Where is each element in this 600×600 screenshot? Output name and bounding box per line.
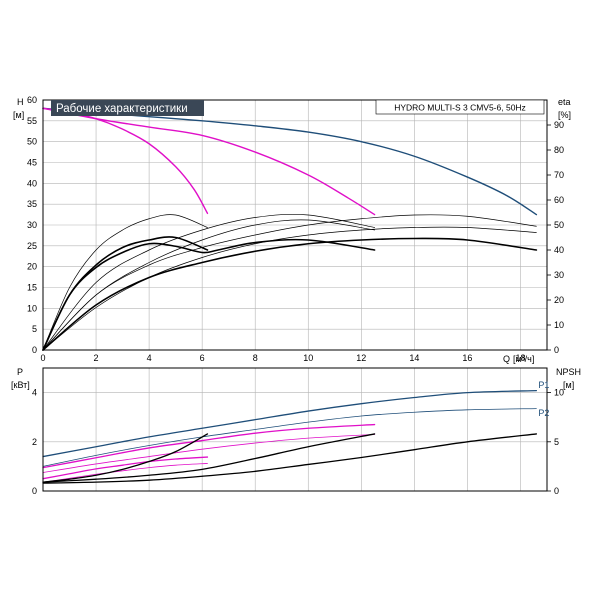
power-plot-frame (42, 367, 548, 492)
efficiency-curve (42, 214, 537, 351)
power-axis-unit: [кВт] (11, 380, 30, 390)
power-curve (42, 434, 375, 473)
power-tick-labels: 0 2 4 0 5 10 (32, 388, 564, 496)
head-axis-name: H (17, 97, 24, 107)
head-right-tick-label: 70 (554, 170, 564, 180)
head-curve (42, 107, 538, 216)
npsh-axis-name: NPSH (556, 367, 581, 377)
power-left-tick-label: 2 (32, 437, 37, 447)
head-left-tick-label: 50 (27, 137, 37, 147)
flow-tick-label: 6 (200, 353, 205, 363)
head-right-tick-label: 50 (554, 220, 564, 230)
flow-axis-name: Q (503, 354, 510, 364)
power-curve (42, 456, 209, 480)
head-left-tick-label: 40 (27, 178, 37, 188)
efficiency-curve (42, 226, 537, 351)
head-left-tick-label: 30 (27, 220, 37, 230)
head-left-tick-label: 0 (32, 345, 37, 355)
title-banner (51, 100, 204, 116)
flow-axis-unit: [м³/ч] (513, 354, 534, 364)
head-left-tick-label: 55 (27, 116, 37, 126)
flow-tick-label: 14 (409, 353, 419, 363)
head-left-tick-label: 60 (27, 95, 37, 105)
power-curve (42, 463, 208, 483)
power-curve-label: P1 (538, 380, 549, 390)
npsh-curve (42, 433, 209, 483)
efficiency-curve (42, 236, 209, 351)
power-curve-label: P2 (538, 408, 549, 418)
head-right-tick-label: 10 (554, 320, 564, 330)
flow-tick-label: 12 (356, 353, 366, 363)
head-curve (42, 107, 376, 216)
power-right-tick-label: 10 (554, 388, 564, 398)
head-right-tick-label: 90 (554, 120, 564, 130)
power-left-tick-label: 4 (32, 388, 37, 398)
head-left-tick-label: 15 (27, 283, 37, 293)
head-left-tick-label: 20 (27, 262, 37, 272)
flow-tick-label: 2 (94, 353, 99, 363)
head-axis-unit: [м] (13, 110, 24, 120)
head-tick-labels: 0 2 4 6 8 10 12 14 16 18 0 5 10 15 20 25 30 35 40 45 50 55 60 0… (27, 95, 564, 363)
npsh-curve (42, 433, 376, 483)
eta-axis-name: eta (558, 97, 571, 107)
head-left-tick-label: 35 (27, 199, 37, 209)
eta-axis-unit: [%] (558, 110, 571, 120)
model-box (375, 99, 545, 115)
head-right-tick-label: 0 (554, 345, 559, 355)
power-right-tick-label: 0 (554, 486, 559, 496)
head-right-tick-label: 60 (554, 195, 564, 205)
efficiency-curve (42, 214, 208, 351)
efficiency-curve (42, 237, 538, 351)
model-label: HYDRO MULTI-S 3 CMV5-6, 50Hz (394, 103, 526, 113)
power-left-tick-label: 0 (32, 486, 37, 496)
head-right-tick-label: 20 (554, 295, 564, 305)
efficiency-curve (42, 213, 375, 351)
efficiency-curve (42, 219, 375, 351)
power-curve (42, 423, 376, 469)
flow-tick-label: 10 (303, 353, 313, 363)
power-npsh-panel: P [кВт] NPSH [м] 0 2 4 0 5 10 P1 P2 (11, 367, 581, 496)
flow-tick-label: 0 (40, 353, 45, 363)
flow-tick-label: 16 (462, 353, 472, 363)
head-left-tick-label: 5 (32, 324, 37, 334)
flow-tick-label: 8 (253, 353, 258, 363)
power-npsh-curves (42, 389, 538, 484)
power-axis-name: P (17, 367, 23, 377)
power-curve (42, 408, 537, 467)
flow-tick-label: 4 (147, 353, 152, 363)
power-curve-labels: P1 P2 (538, 380, 549, 418)
power-right-tick-label: 5 (554, 437, 559, 447)
head-efficiency-curves (42, 107, 538, 351)
head-right-tick-label: 80 (554, 145, 564, 155)
flow-tick-label: 18 (515, 353, 525, 363)
head-left-tick-label: 25 (27, 241, 37, 251)
npsh-axis-unit: [м] (563, 380, 574, 390)
power-curve (42, 389, 538, 458)
head-left-tick-label: 45 (27, 158, 37, 168)
npsh-curve (42, 433, 538, 484)
head-grid (42, 99, 547, 351)
head-left-tick-label: 10 (27, 303, 37, 313)
head-efficiency-panel: Рабочие характеристики HYDRO MULTI-S 3 C… (13, 95, 571, 364)
head-right-tick-label: 30 (554, 270, 564, 280)
efficiency-curve (42, 238, 376, 351)
chart-title: Рабочие характеристики (56, 103, 188, 115)
head-right-tick-label: 40 (554, 245, 564, 255)
